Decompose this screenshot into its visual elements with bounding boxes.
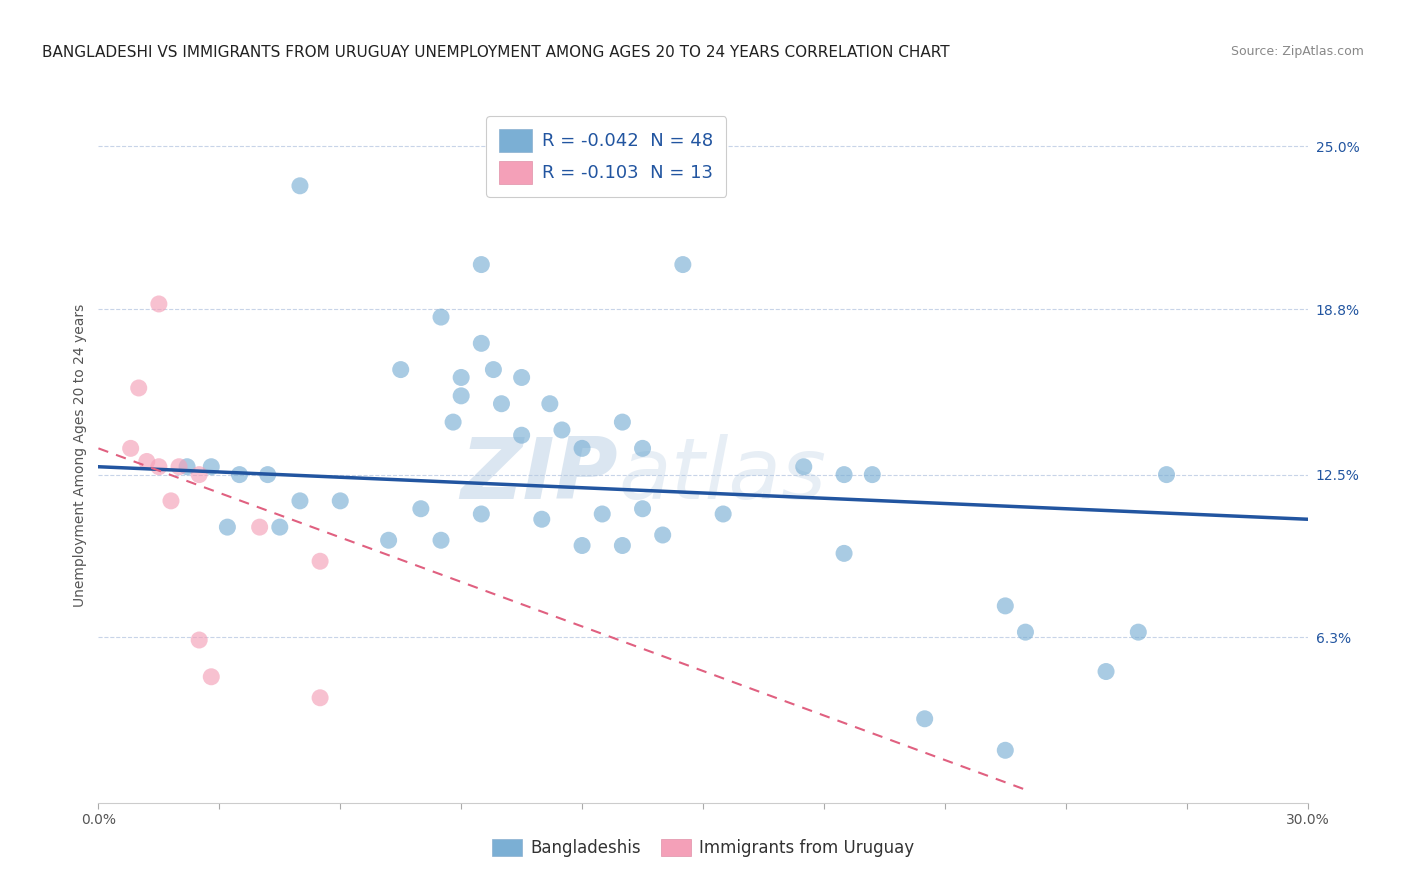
Point bbox=[538, 397, 561, 411]
Point bbox=[631, 501, 654, 516]
Text: Source: ZipAtlas.com: Source: ZipAtlas.com bbox=[1230, 45, 1364, 58]
Point bbox=[288, 178, 311, 193]
Point bbox=[309, 690, 332, 705]
Point bbox=[167, 459, 190, 474]
Point bbox=[430, 310, 453, 324]
Point bbox=[1095, 665, 1118, 679]
Point bbox=[672, 258, 695, 272]
Text: ZIP: ZIP bbox=[461, 434, 619, 517]
Point bbox=[793, 459, 815, 474]
Point bbox=[120, 442, 142, 456]
Point bbox=[832, 546, 855, 560]
Point bbox=[329, 494, 352, 508]
Point bbox=[128, 381, 150, 395]
Point bbox=[651, 528, 673, 542]
Point bbox=[188, 467, 211, 482]
Point bbox=[551, 423, 574, 437]
Point bbox=[450, 370, 472, 384]
Legend: Bangladeshis, Immigrants from Uruguay: Bangladeshis, Immigrants from Uruguay bbox=[485, 832, 921, 864]
Point bbox=[470, 336, 492, 351]
Point bbox=[309, 554, 332, 568]
Point bbox=[1128, 625, 1150, 640]
Point bbox=[482, 362, 505, 376]
Point bbox=[470, 258, 492, 272]
Point bbox=[430, 533, 453, 548]
Point bbox=[612, 415, 634, 429]
Point bbox=[832, 467, 855, 482]
Point bbox=[994, 743, 1017, 757]
Point bbox=[450, 389, 472, 403]
Point bbox=[200, 459, 222, 474]
Point bbox=[510, 370, 533, 384]
Point bbox=[269, 520, 291, 534]
Y-axis label: Unemployment Among Ages 20 to 24 years: Unemployment Among Ages 20 to 24 years bbox=[73, 303, 87, 607]
Point bbox=[441, 415, 464, 429]
Point bbox=[148, 297, 170, 311]
Point bbox=[631, 442, 654, 456]
Point bbox=[176, 459, 198, 474]
Point bbox=[148, 459, 170, 474]
Point bbox=[288, 494, 311, 508]
Point bbox=[491, 397, 513, 411]
Point bbox=[860, 467, 883, 482]
Point bbox=[228, 467, 250, 482]
Point bbox=[256, 467, 278, 482]
Point bbox=[160, 494, 183, 508]
Point bbox=[571, 539, 593, 553]
Point bbox=[217, 520, 239, 534]
Point bbox=[200, 670, 222, 684]
Point bbox=[914, 712, 936, 726]
Point bbox=[591, 507, 613, 521]
Point bbox=[994, 599, 1017, 613]
Point bbox=[188, 633, 211, 648]
Point bbox=[510, 428, 533, 442]
Point bbox=[470, 507, 492, 521]
Text: atlas: atlas bbox=[619, 434, 827, 517]
Point bbox=[530, 512, 553, 526]
Point bbox=[612, 539, 634, 553]
Point bbox=[389, 362, 412, 376]
Point bbox=[377, 533, 399, 548]
Point bbox=[1156, 467, 1178, 482]
Point bbox=[711, 507, 734, 521]
Point bbox=[249, 520, 271, 534]
Point bbox=[409, 501, 432, 516]
Point bbox=[571, 442, 593, 456]
Text: BANGLADESHI VS IMMIGRANTS FROM URUGUAY UNEMPLOYMENT AMONG AGES 20 TO 24 YEARS CO: BANGLADESHI VS IMMIGRANTS FROM URUGUAY U… bbox=[42, 45, 950, 60]
Point bbox=[135, 454, 157, 468]
Point bbox=[1014, 625, 1036, 640]
